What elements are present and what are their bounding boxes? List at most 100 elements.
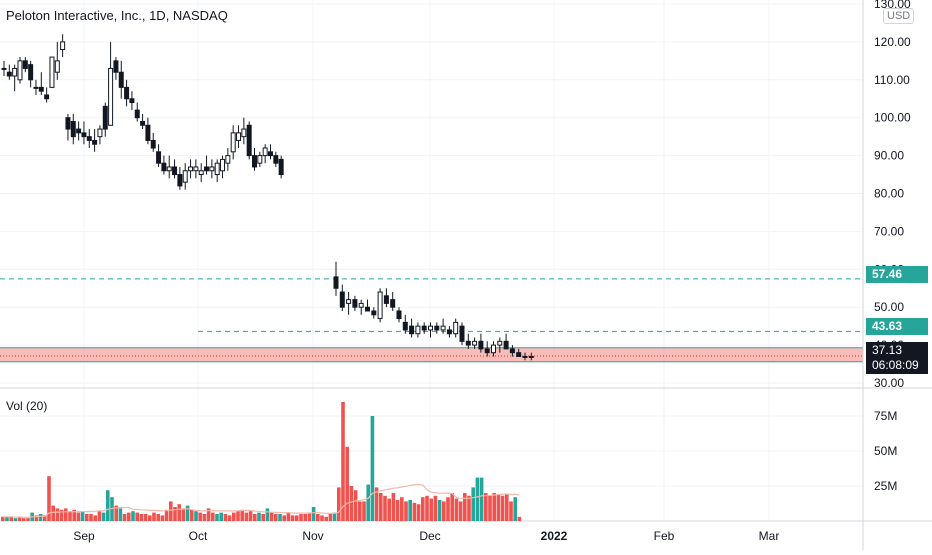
- volume-bar: [1, 516, 5, 521]
- volume-bar: [261, 514, 265, 521]
- candle: [421, 325, 427, 331]
- candle: [166, 166, 172, 172]
- volume-bar: [492, 493, 496, 521]
- price-tick-label: 80.00: [874, 187, 904, 201]
- volume-bar: [64, 508, 68, 521]
- volume-bar: [374, 487, 379, 521]
- volume-tick-label: 75M: [874, 409, 897, 423]
- volume-bar: [328, 514, 333, 521]
- candle: [516, 352, 522, 357]
- volume-tick-label: 50M: [874, 444, 897, 458]
- candle: [81, 132, 87, 138]
- candle: [172, 166, 178, 176]
- candle: [129, 98, 135, 104]
- candle: [214, 162, 220, 176]
- candle: [12, 67, 18, 77]
- volume-bar: [316, 514, 320, 521]
- candle: [193, 166, 199, 172]
- volume-bar: [122, 514, 127, 521]
- volume-bar: [366, 484, 370, 521]
- volume-indicator-title[interactable]: Vol (20): [6, 399, 48, 413]
- candle: [177, 174, 183, 187]
- volume-bar: [362, 501, 366, 521]
- candle: [60, 41, 66, 50]
- volume-ma-line: [2, 483, 520, 519]
- volume-bar: [332, 512, 337, 521]
- candle: [390, 299, 396, 308]
- volume-bar: [475, 477, 480, 521]
- candle: [44, 94, 50, 100]
- candle: [230, 132, 236, 153]
- candle: [161, 162, 167, 172]
- candle: [459, 325, 465, 342]
- volume-bar: [437, 500, 442, 521]
- candle: [241, 128, 247, 138]
- price-tick-label: 90.00: [874, 149, 904, 163]
- candle: [434, 325, 440, 331]
- volume-bar: [34, 515, 39, 521]
- candle: [262, 147, 268, 157]
- candle: [503, 340, 509, 350]
- volume-bar: [55, 508, 60, 521]
- volume-bar: [458, 501, 463, 521]
- candle: [440, 325, 446, 331]
- volume-bar: [106, 490, 110, 521]
- volume-bar: [454, 498, 459, 521]
- volume-bar: [244, 512, 249, 521]
- candle: [472, 340, 478, 346]
- volume-bar: [240, 509, 244, 521]
- price-tick-label: 130.00: [874, 0, 911, 11]
- candle: [252, 155, 258, 168]
- volume-bar: [160, 515, 165, 521]
- volume-bar: [9, 516, 13, 521]
- candle: [383, 295, 389, 304]
- lower-level-tag: 43.63: [866, 318, 928, 335]
- price-tick-label: 70.00: [874, 224, 904, 238]
- time-tick-label: Oct: [189, 529, 208, 543]
- candle: [220, 158, 226, 172]
- volume-bar: [286, 512, 291, 521]
- candle: [102, 105, 108, 130]
- chart-title: Peloton Interactive, Inc., 1D, NASDAQ: [6, 8, 228, 23]
- volume-bar: [488, 495, 492, 521]
- volume-bar: [425, 495, 429, 521]
- candle: [28, 64, 34, 81]
- volume-bar: [324, 516, 328, 521]
- current-price-tag: 37.13 06:08:09: [866, 342, 928, 374]
- volume-bar: [97, 511, 102, 521]
- candle: [278, 158, 284, 176]
- volume-bar: [76, 512, 81, 521]
- volume-bar: [295, 515, 299, 521]
- volume-bar: [68, 511, 72, 521]
- volume-bar: [101, 512, 106, 521]
- current-price-value: 37.13: [872, 343, 903, 357]
- volume-bar: [164, 509, 169, 521]
- volume-bar: [223, 514, 228, 521]
- volume-bar: [463, 493, 467, 521]
- volume-bar: [349, 486, 354, 521]
- candle: [491, 344, 496, 354]
- volume-bar: [5, 516, 9, 521]
- candle: [497, 340, 503, 346]
- price-tick-label: 110.00: [874, 73, 910, 87]
- candle: [54, 60, 60, 73]
- price-tick-label: 120.00: [874, 35, 911, 49]
- volume-bar: [51, 505, 55, 521]
- volume-bar: [484, 493, 488, 521]
- candle: [6, 71, 12, 77]
- candle: [484, 348, 490, 354]
- candle: [204, 166, 210, 172]
- volume-bar: [135, 512, 139, 521]
- volume-bar: [471, 487, 475, 521]
- volume-bar: [185, 505, 190, 521]
- volume-bar: [152, 512, 156, 521]
- volume-bar: [282, 515, 286, 521]
- candle: [246, 124, 252, 157]
- volume-bar: [290, 515, 295, 521]
- volume-bar: [412, 502, 417, 521]
- volume-bar: [89, 514, 93, 521]
- price-tick-label: 50.00: [874, 300, 904, 314]
- currency-badge[interactable]: USD: [883, 8, 915, 24]
- volume-bar: [370, 416, 375, 521]
